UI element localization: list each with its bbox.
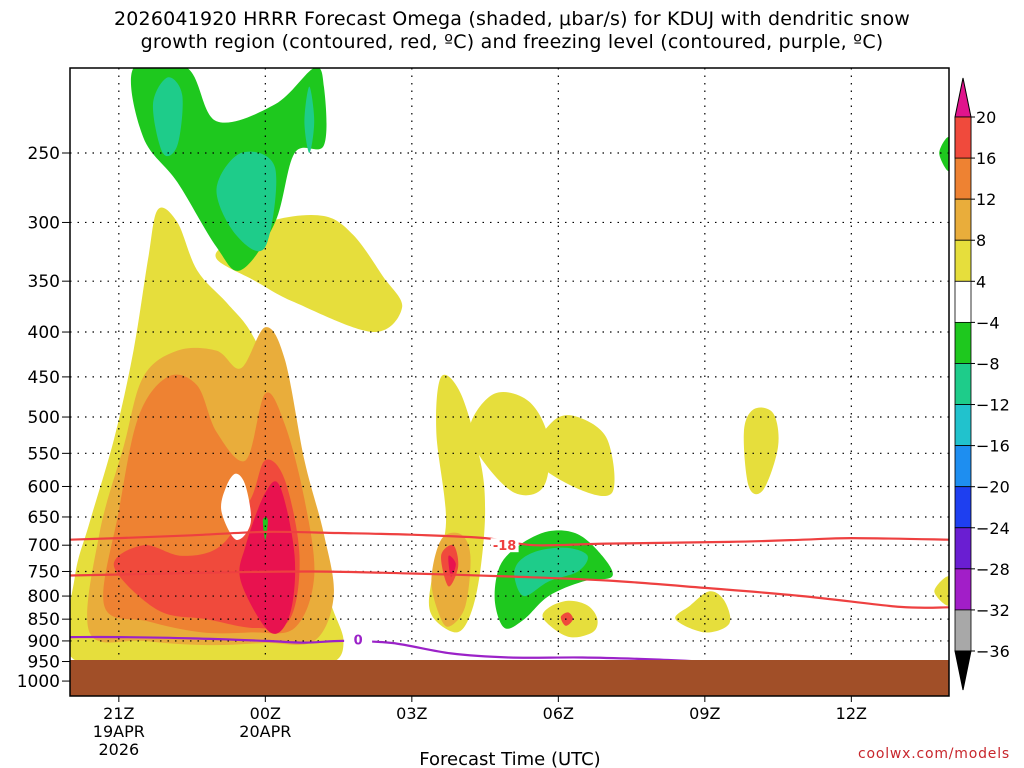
colorbar-swatch-top: [954, 116, 972, 159]
omega-region-4: [469, 392, 550, 496]
colorbar-label-10: −24: [976, 519, 1010, 538]
contour-label-0: -18: [493, 539, 517, 554]
contour-line-1: [70, 570, 949, 609]
x-tick-label-03Z: 03Z: [396, 704, 427, 723]
omega-region-neg8: [939, 137, 949, 172]
chart-title-line1: 2026041920 HRRR Forecast Omega (shaded, …: [113, 8, 911, 30]
colorbar-label-2: 12: [976, 190, 996, 209]
y-tick-label-650: 650: [28, 508, 60, 528]
contour-label-bg-2: [344, 632, 373, 647]
y-tick-label-1000: 1000: [17, 672, 60, 692]
omega-region-4: [675, 591, 731, 633]
contour-lines: -18 0: [70, 530, 949, 664]
omega-region-4: [533, 415, 615, 497]
colorbar-legend: 20 16 12 8 4 −4 −8 −12 −16 −20 −24 −28 −32 −36: [954, 77, 1010, 691]
colorbar-label-11: −28: [976, 560, 1010, 579]
pressure-axis: 2503003504004505005506006507007508008509…: [17, 144, 70, 692]
colorbar-bottom-arrow: [954, 650, 972, 691]
colorbar-swatch-1: [954, 157, 972, 200]
y-tick-label-800: 800: [28, 587, 60, 607]
y-tick-label-850: 850: [28, 610, 60, 630]
x-tick-label-12Z: 12Z: [836, 704, 867, 723]
contour-label-2: 0: [354, 634, 363, 649]
y-tick-label-350: 350: [28, 272, 60, 292]
omega-region-neg12: [304, 86, 315, 153]
plot-frame: [69, 67, 950, 697]
x-tick-label-06Z: 06Z: [543, 704, 574, 723]
y-tick-label-550: 550: [28, 444, 60, 464]
colorbar-label-0: 20: [976, 108, 996, 127]
y-tick-label-950: 950: [28, 653, 60, 673]
y-tick-label-700: 700: [28, 536, 60, 556]
colorbar-label-8: −16: [976, 437, 1010, 456]
y-tick-label-450: 450: [28, 368, 60, 388]
colorbar-label-5: −4: [976, 313, 1000, 332]
y-tick-label-250: 250: [28, 144, 60, 164]
x-tick-year-21Z: 2026: [98, 740, 139, 759]
x-tick-date-21Z: 19APR: [93, 722, 145, 741]
colorbar-swatch-8: [954, 445, 972, 488]
colorbar-swatch-3: [954, 239, 972, 282]
omega-region-neg8: [262, 517, 268, 540]
colorbar-swatch-11: [954, 568, 972, 611]
y-tick-label-750: 750: [28, 562, 60, 582]
x-axis-label: Forecast Time (UTC): [419, 749, 600, 768]
colorbar-label-1: 16: [976, 149, 996, 168]
colorbar-swatch-2: [954, 198, 972, 241]
y-tick-label-500: 500: [28, 408, 60, 428]
colorbar-swatch-6: [954, 363, 972, 405]
y-tick-label-400: 400: [28, 323, 60, 343]
omega-region-neg4: [221, 473, 252, 540]
omega-shading: [70, 68, 949, 665]
colorbar-swatch-7: [954, 404, 972, 447]
colorbar-swatch-10: [954, 527, 972, 570]
colorbar-swatch-5: [954, 321, 972, 364]
y-tick-label-900: 900: [28, 632, 60, 652]
omega-region-neg12: [216, 151, 277, 252]
colorbar-label-6: −8: [976, 354, 1000, 373]
y-tick-label-300: 300: [28, 213, 60, 233]
omega-region-16: [560, 612, 574, 626]
omega-region-4: [934, 576, 949, 606]
source-credit: coolwx.com/models: [857, 746, 1010, 762]
colorbar-label-4: 4: [976, 272, 986, 291]
colorbar-label-13: −36: [976, 642, 1010, 661]
ground-terrain: [70, 660, 949, 696]
y-tick-label-600: 600: [28, 477, 60, 497]
colorbar-swatch-12: [954, 609, 972, 652]
colorbar-top-arrow: [954, 77, 972, 118]
x-tick-label-21Z: 21Z: [103, 704, 134, 723]
colorbar-swatch-9: [954, 486, 972, 529]
x-tick-label-09Z: 09Z: [689, 704, 720, 723]
contour-label-bg-0: [490, 538, 519, 553]
colorbar-swatch-4: [954, 280, 972, 323]
omega-region-neg12: [152, 77, 183, 157]
omega-region-4: [743, 407, 779, 495]
colorbar-label-7: −12: [976, 396, 1010, 415]
colorbar-label-12: −32: [976, 601, 1010, 620]
x-tick-label-00Z: 00Z: [250, 704, 281, 723]
contour-line-0: [70, 530, 949, 547]
x-tick-date-00Z: 20APR: [239, 722, 291, 741]
colorbar-label-9: −20: [976, 478, 1010, 497]
chart-title-line2: growth region (contoured, red, ºC) and f…: [140, 31, 884, 53]
colorbar-label-3: 8: [976, 231, 986, 250]
